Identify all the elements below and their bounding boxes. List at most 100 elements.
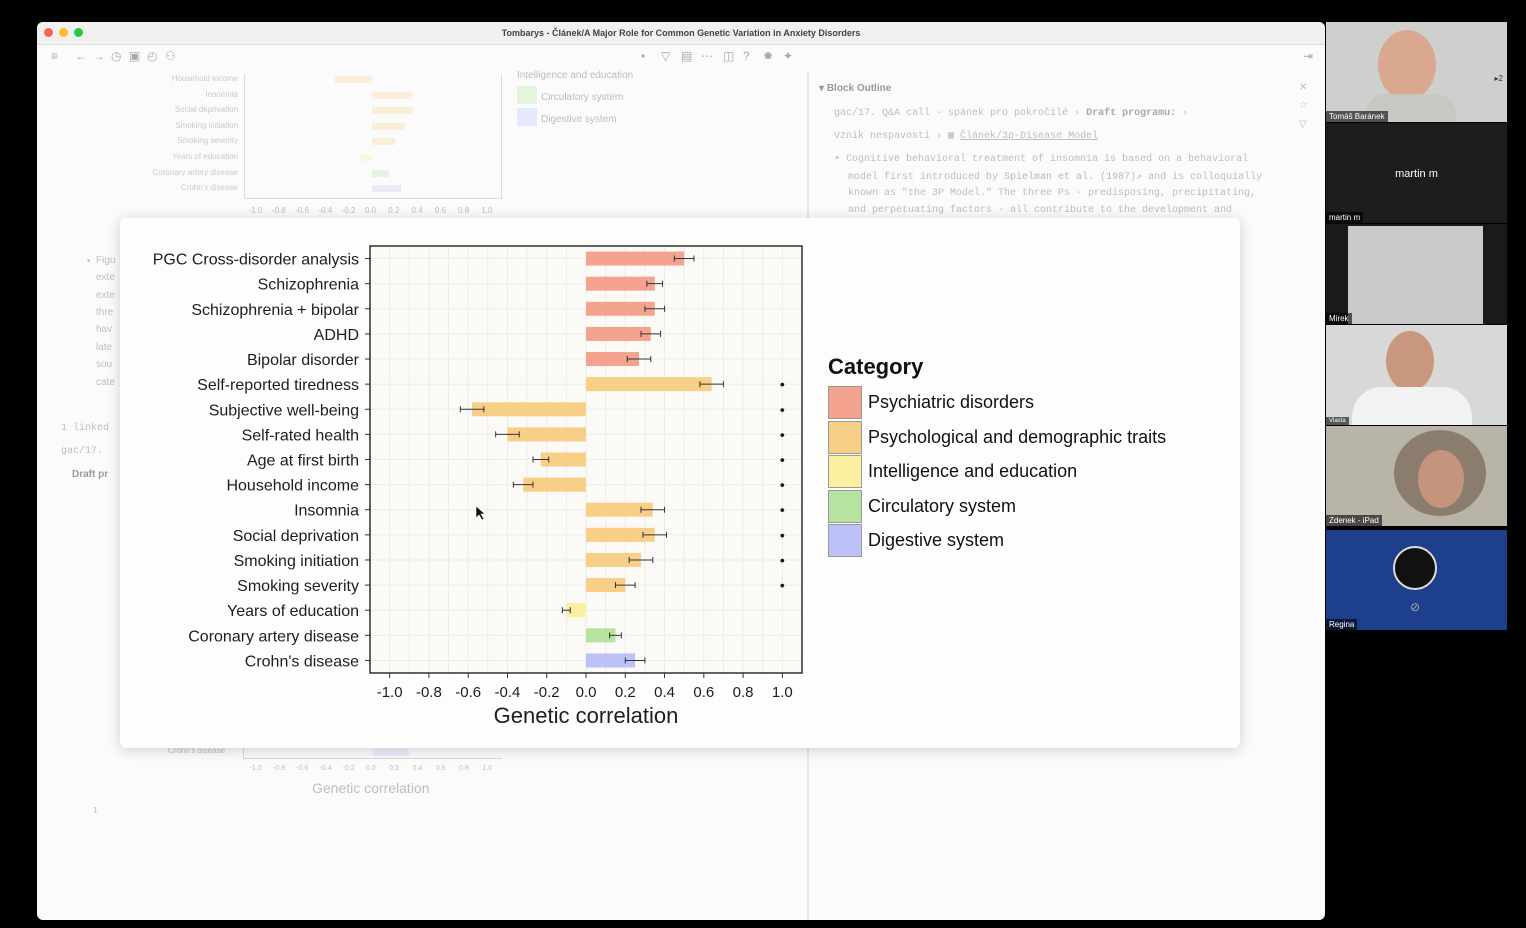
bar	[540, 452, 586, 467]
x-tick-label: -0.4	[495, 684, 521, 701]
bg-bottom-tick: -0.8	[272, 765, 285, 772]
block-outline-title: ▾ Block Outline	[819, 83, 892, 94]
participant-name: martin m	[1326, 212, 1364, 223]
significance-marker: •	[780, 376, 785, 392]
outline-paragraph: and perpetuating factors - all contribut…	[848, 205, 1233, 216]
menu-icon[interactable]: ≡	[51, 49, 59, 63]
linked-ref-page[interactable]: gac/17.	[61, 446, 104, 457]
bg-bottom-tick: 0.6	[435, 765, 446, 772]
participant-video	[1418, 450, 1464, 508]
bg-bottom-tick: 0.0	[366, 765, 376, 772]
bg-chart-frame	[244, 74, 502, 199]
outline-paragraph: model first introduced by Spielman et al…	[848, 172, 1263, 183]
participant-tile[interactable]: Mirek	[1326, 224, 1507, 324]
legend-label: Psychological and demographic traits	[868, 426, 1167, 447]
bg-chart-label: Social deprivation	[174, 105, 238, 115]
sync-status-icon: •	[641, 49, 646, 63]
participant-tile[interactable]: ⊘ Regina	[1326, 530, 1507, 630]
bg-chart-tick: 0.0	[365, 206, 377, 215]
bg-chart-tick: -0.4	[318, 206, 333, 215]
bg-bottom-tick: -0.6	[296, 765, 309, 772]
bg-chart-label: Smoking initiation	[175, 120, 238, 130]
x-tick-label: -0.6	[455, 684, 481, 701]
y-tick-label: Coronary artery disease	[188, 628, 359, 645]
legend-swatch	[828, 524, 862, 558]
participant-tile[interactable]: ▸2 Tomáš Baránek	[1326, 22, 1507, 122]
y-tick-label: Social deprivation	[233, 528, 359, 545]
calendar-icon[interactable]: ▣	[129, 49, 141, 63]
significance-marker: •	[780, 502, 785, 518]
y-tick-label: Self-reported tiredness	[197, 377, 359, 394]
x-tick-label: 0.8	[733, 684, 754, 701]
bar	[586, 578, 626, 593]
right-sidebar-toggle-icon[interactable]: ⇥	[1303, 49, 1314, 63]
settings-icon[interactable]: ✹	[763, 49, 774, 63]
history-icon[interactable]: ◷	[111, 49, 122, 63]
bg-chart-bar	[372, 185, 402, 193]
daily-notes-icon[interactable]: ▤	[681, 49, 693, 63]
close-window-button[interactable]	[44, 28, 53, 37]
bg-legend-item: Intelligence and education	[517, 70, 634, 81]
significance-marker: •	[780, 452, 785, 468]
clock-icon[interactable]: ◴	[147, 49, 158, 63]
participant-tile[interactable]: Zdenek - iPad	[1326, 426, 1507, 526]
star-icon[interactable]: ☆	[1299, 100, 1308, 111]
bg-chart-bar	[334, 76, 372, 83]
camera-off-icon: ⊘	[1410, 600, 1421, 614]
bg-chart-tick: -0.6	[295, 206, 309, 215]
bg-chart-tick: 0.4	[411, 206, 423, 215]
legend-title: Category	[828, 354, 924, 379]
bar	[586, 502, 653, 517]
filter-panel-icon[interactable]: ▽	[1299, 119, 1307, 130]
bar	[586, 251, 685, 266]
bg-chart-label: Smoking severity	[177, 136, 238, 146]
outline-paragraph: known as "the 3P Model." The three Ps - …	[848, 188, 1257, 199]
close-panel-icon[interactable]: ✕	[1299, 82, 1308, 93]
x-tick-label: -0.2	[534, 684, 560, 701]
x-tick-label: 0.2	[615, 684, 636, 701]
figure-zoom-modal[interactable]: PGC Cross-disorder analysis Schizophrenia…	[120, 218, 1240, 748]
y-tick-label: Schizophrenia + bipolar	[191, 302, 359, 319]
bg-chart-label: Crohn's disease	[180, 183, 238, 193]
help-icon[interactable]: ?	[743, 49, 750, 63]
left-snippet: Figu	[96, 255, 116, 266]
filter-icon[interactable]: ▽	[661, 49, 671, 63]
breadcrumb-2: Vznik nespavosti › ▦ Článek/3p-Disease M…	[834, 131, 1099, 142]
bg-legend-item: Digestive system	[541, 114, 617, 125]
participant-name: Tomáš Baránek	[1326, 111, 1388, 122]
participant-tile[interactable]: Vlasta	[1326, 325, 1507, 425]
sidebar-icon[interactable]: ◫	[723, 49, 735, 63]
bar	[586, 326, 651, 341]
linked-ref-block[interactable]: Draft pr	[72, 469, 109, 480]
bg-chart-tick: -0.2	[341, 206, 356, 215]
back-icon[interactable]: ←	[75, 49, 87, 63]
minimize-window-button[interactable]	[59, 28, 68, 37]
left-snippet: cate	[96, 377, 115, 388]
x-tick-label: 0.6	[693, 684, 714, 701]
pip-indicator: ▸2	[1494, 74, 1503, 83]
genetic-correlation-chart: PGC Cross-disorder analysis Schizophrenia…	[153, 245, 803, 728]
bar	[507, 427, 586, 442]
graph-icon[interactable]: ⚇	[165, 49, 176, 63]
bar	[586, 352, 640, 367]
legend-swatch	[828, 386, 862, 419]
participant-video	[1386, 331, 1434, 391]
forward-icon[interactable]: →	[93, 49, 105, 63]
significance-marker: •	[780, 477, 785, 493]
y-tick-label: Crohn's disease	[245, 653, 359, 670]
left-snippet: exte	[96, 290, 115, 301]
participant-name: Vlasta	[1326, 417, 1349, 425]
y-tick-label: Age at first birth	[247, 453, 359, 470]
more-icon[interactable]: ⋯	[701, 49, 713, 63]
collapse-icon[interactable]: ▾	[819, 83, 827, 94]
y-tick-label: Bipolar disorder	[247, 352, 360, 369]
plugin-icon[interactable]: ✦	[783, 49, 794, 63]
bg-chart-bar	[372, 122, 405, 130]
bg-chart-bar	[372, 91, 412, 99]
bg-chart-bar	[372, 138, 396, 146]
zoom-window-button[interactable]	[74, 28, 83, 37]
participant-body	[1352, 387, 1472, 425]
y-tick-label: Years of education	[227, 603, 359, 620]
linked-refs-label[interactable]: 1 linked	[61, 423, 110, 434]
participant-tile[interactable]: martin m martin m	[1326, 123, 1507, 223]
